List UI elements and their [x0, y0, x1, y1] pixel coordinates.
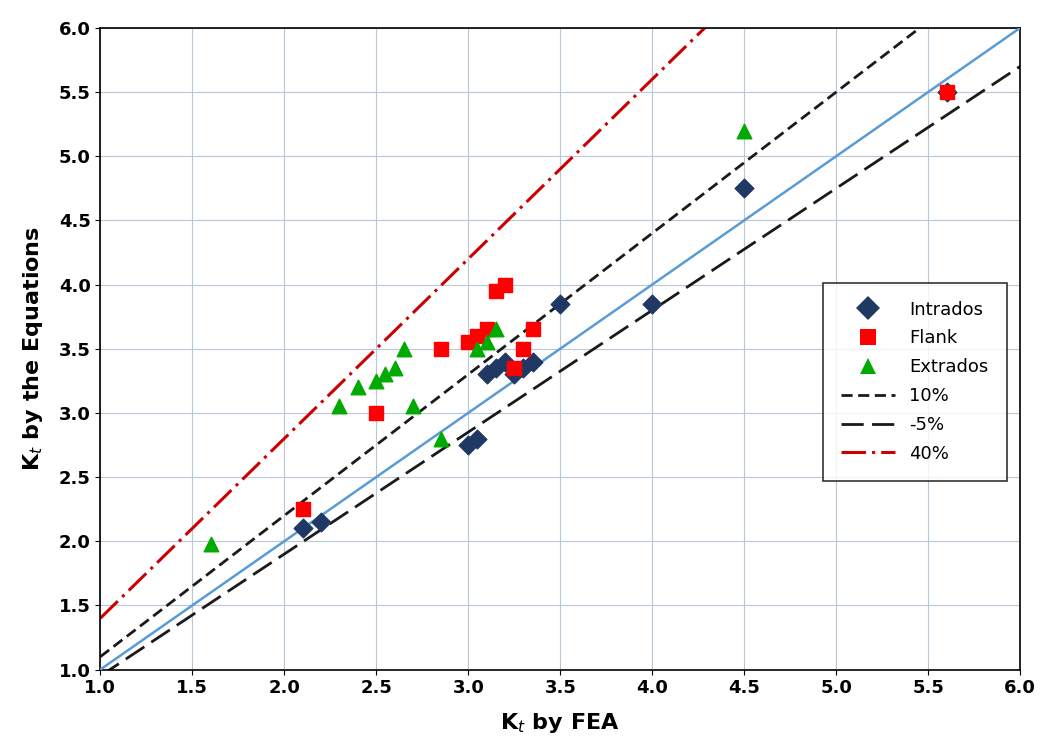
X-axis label: K$_t$ by FEA: K$_t$ by FEA	[500, 711, 620, 735]
Point	[736, 125, 753, 137]
Point	[405, 401, 422, 413]
Point	[395, 342, 412, 355]
Point	[386, 362, 403, 374]
Point	[506, 362, 523, 374]
Point	[478, 336, 495, 349]
Point	[469, 342, 486, 355]
Point	[644, 298, 661, 310]
Point	[313, 516, 330, 528]
Point	[497, 278, 514, 290]
Point	[368, 407, 385, 419]
Point	[487, 362, 504, 374]
Point	[552, 298, 569, 310]
Point	[497, 355, 514, 367]
Legend: Intrados, Flank, Extrados, 10%, -5%, 40%: Intrados, Flank, Extrados, 10%, -5%, 40%	[822, 283, 1006, 481]
Point	[939, 86, 956, 98]
Point	[377, 368, 394, 380]
Point	[506, 368, 523, 380]
Point	[368, 375, 385, 387]
Point	[515, 342, 532, 355]
Point	[350, 381, 367, 393]
Point	[478, 324, 495, 336]
Point	[469, 432, 486, 445]
Point	[939, 86, 956, 98]
Point	[202, 538, 219, 550]
Point	[460, 336, 477, 349]
Point	[294, 522, 311, 534]
Point	[487, 285, 504, 297]
Point	[524, 324, 541, 336]
Point	[460, 439, 477, 451]
Point	[432, 432, 449, 445]
Point	[294, 503, 311, 515]
Point	[469, 330, 486, 342]
Point	[736, 182, 753, 194]
Point	[331, 401, 348, 413]
Point	[524, 355, 541, 367]
Y-axis label: K$_t$ by the Equations: K$_t$ by the Equations	[21, 226, 44, 471]
Point	[487, 324, 504, 336]
Point	[478, 368, 495, 380]
Point	[432, 342, 449, 355]
Point	[515, 362, 532, 374]
